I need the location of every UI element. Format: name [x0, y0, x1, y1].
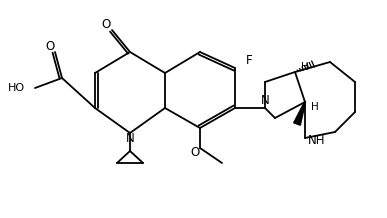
Text: H: H — [301, 62, 309, 72]
Text: NH: NH — [308, 135, 326, 148]
Text: N: N — [260, 94, 269, 107]
Text: N: N — [126, 131, 134, 145]
Text: O: O — [190, 146, 200, 160]
Text: HO: HO — [8, 83, 25, 93]
Text: O: O — [101, 19, 111, 31]
Text: O: O — [45, 39, 55, 53]
Polygon shape — [294, 102, 305, 125]
Text: H: H — [311, 102, 319, 112]
Text: F: F — [246, 54, 252, 68]
